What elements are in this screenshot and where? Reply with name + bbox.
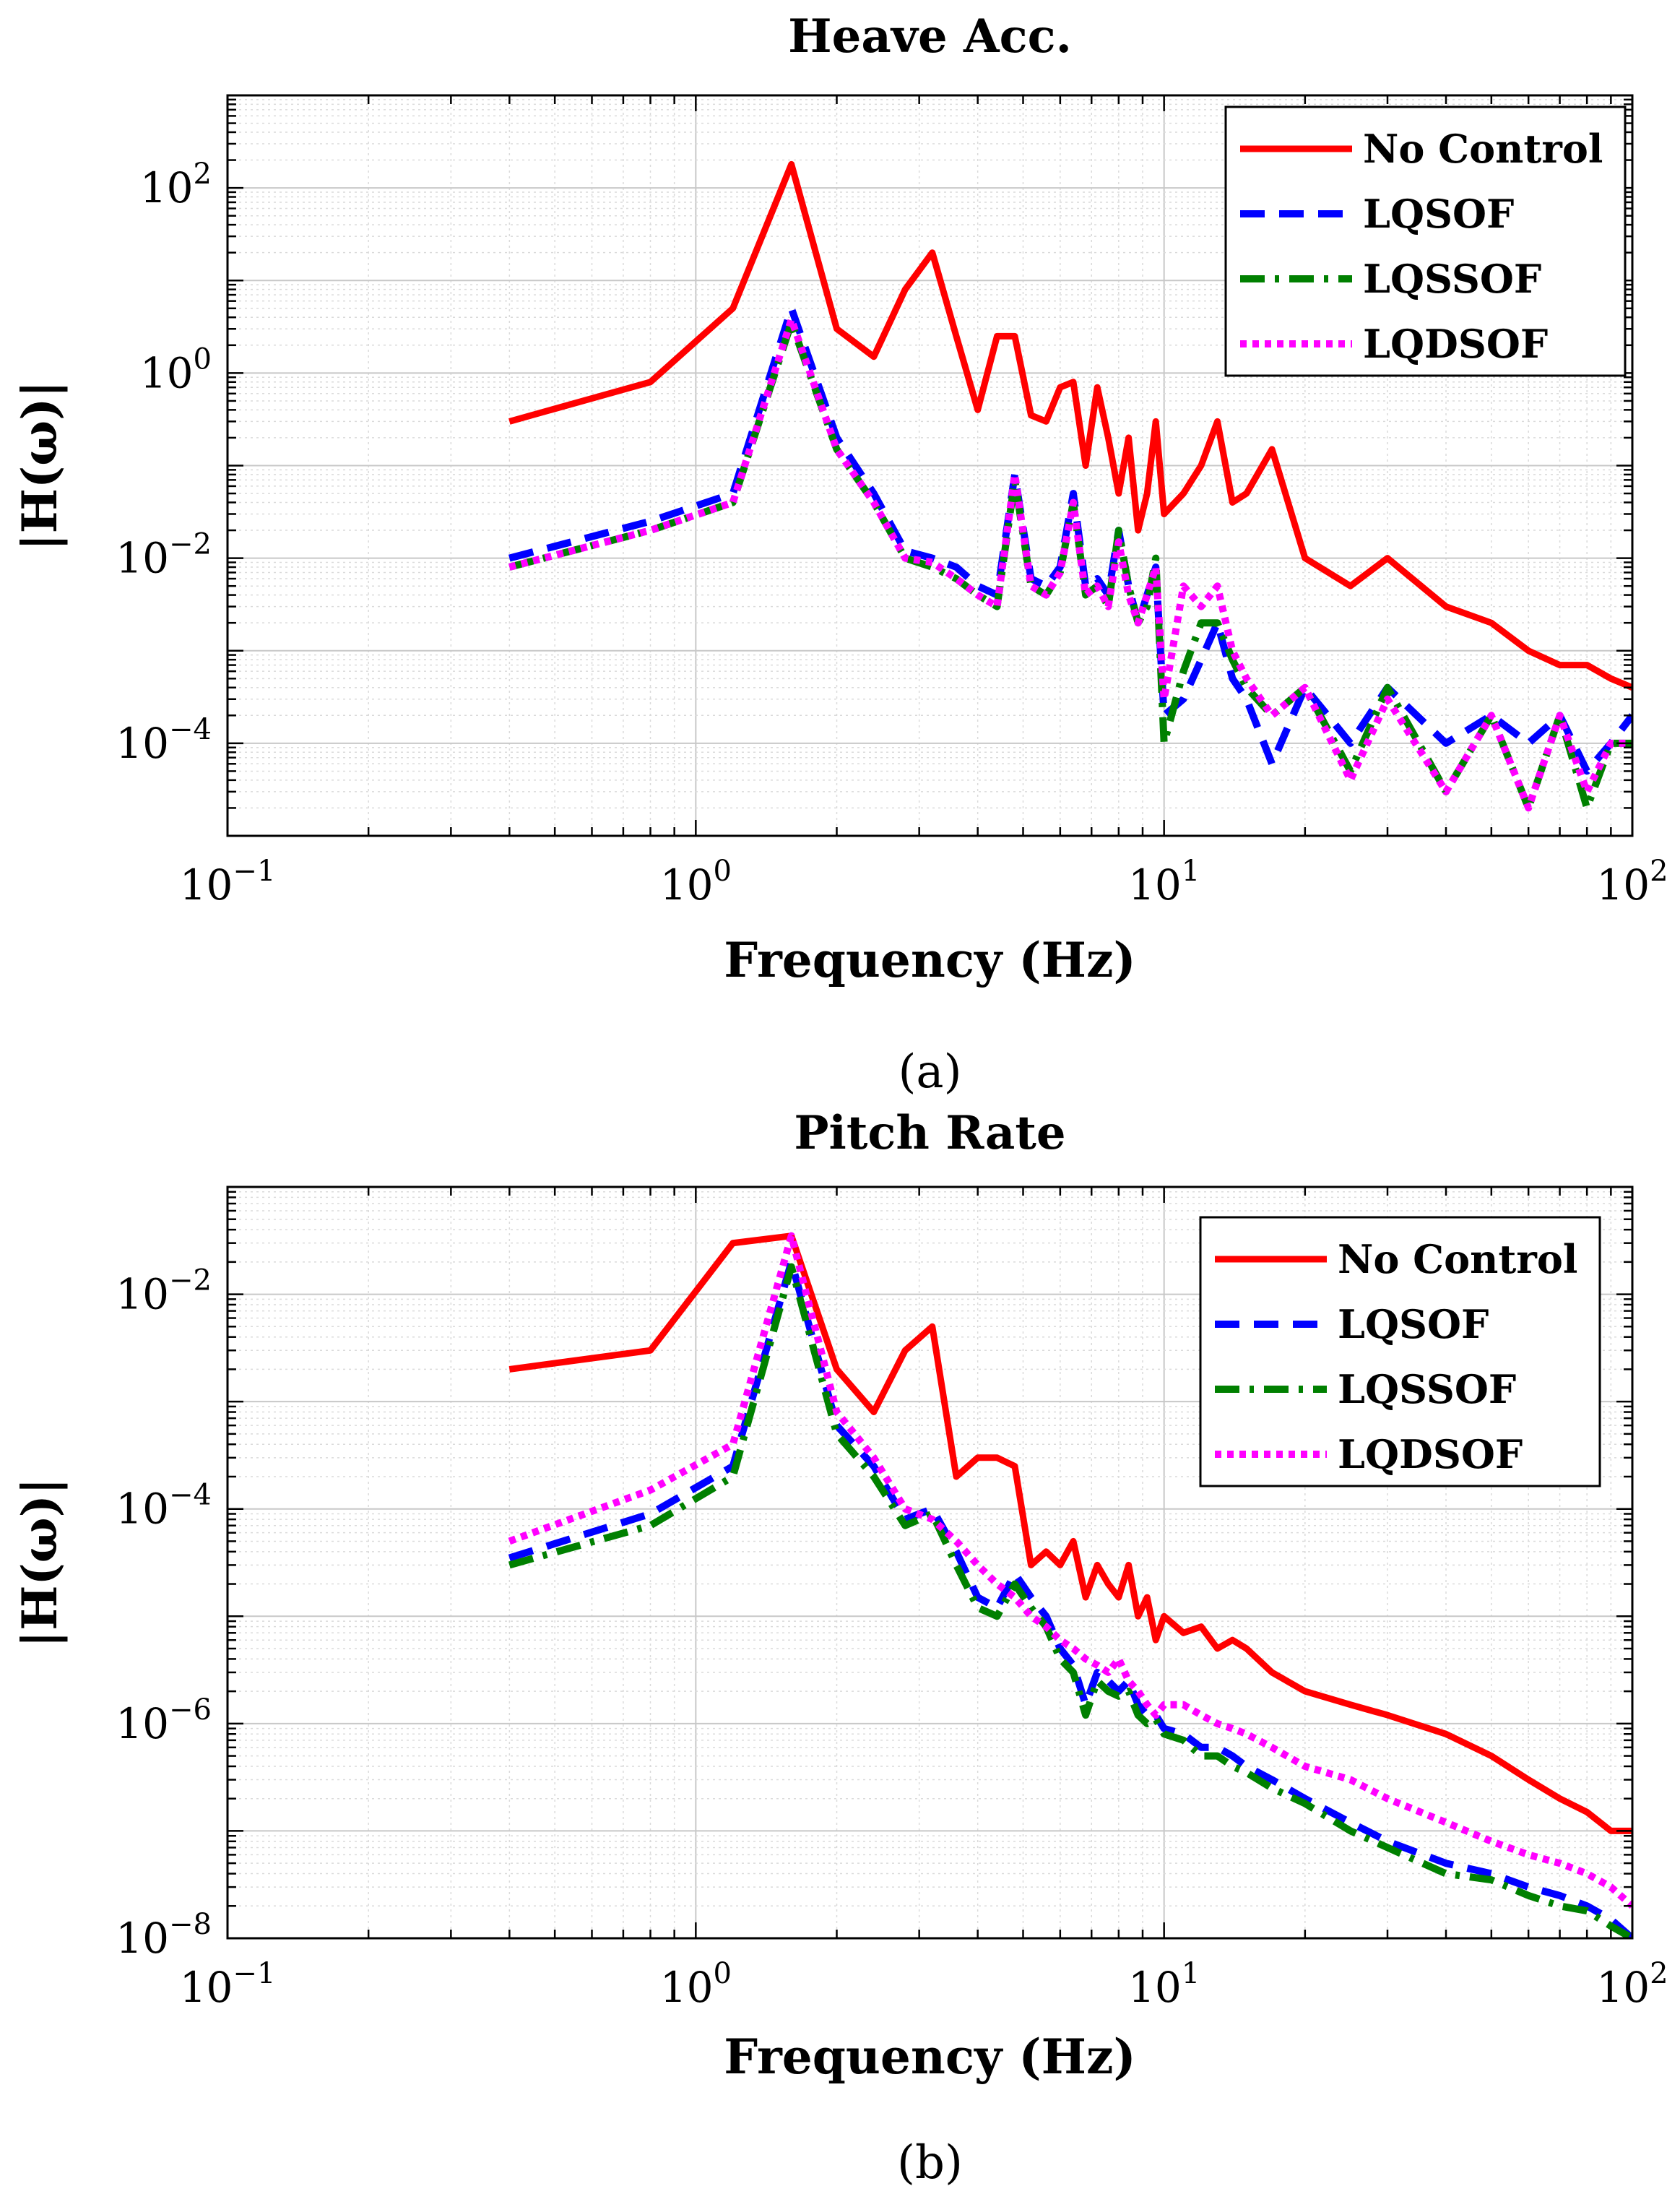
x-tick-label: 100: [660, 1957, 732, 2012]
ticks: [226, 1187, 1632, 1940]
y-tick-label: 10−4: [116, 713, 212, 768]
tick-base: 10: [116, 1270, 169, 1319]
tick-exponent: 1: [1182, 855, 1200, 888]
tick-base: 10: [1128, 860, 1182, 910]
series-line-lqssof: [508, 1263, 1632, 1938]
tick-exponent: −1: [233, 1957, 275, 1990]
tick-base: 10: [1128, 1963, 1182, 2012]
x-tick-label: 101: [1128, 1957, 1200, 2012]
y-tick-label: 10−4: [116, 1479, 212, 1534]
y-tick-label: 102: [140, 157, 212, 212]
legend: No Control LQSOF LQSSOF LQDSOF: [1199, 1216, 1601, 1487]
tick-base: 10: [116, 1699, 169, 1748]
tick-exponent: −2: [169, 528, 212, 561]
y-axis-label: |H(ω)|: [12, 1477, 68, 1648]
series-line-no-control: [508, 160, 1632, 691]
tick-exponent: 2: [1650, 855, 1668, 888]
tick-exponent: −1: [233, 855, 275, 888]
tick-exponent: −6: [169, 1693, 212, 1727]
tick-exponent: 2: [1650, 1957, 1668, 1990]
series-line-lqdsof: [508, 1232, 1632, 1909]
tick-exponent: −8: [169, 1908, 212, 1941]
legend-label-lqssof: LQSSOF: [1363, 256, 1541, 302]
tick-exponent: −4: [169, 1479, 212, 1512]
x-tick-label: 102: [1596, 1957, 1668, 2012]
tick-exponent: −2: [169, 1264, 212, 1297]
tick-base: 10: [660, 1963, 714, 2012]
y-tick-label: 100: [140, 342, 212, 397]
tick-exponent: 1: [1182, 1957, 1200, 1990]
legend-label-no-control: No Control: [1338, 1236, 1577, 1282]
tick-exponent: −4: [169, 713, 212, 746]
legend-label-lqdsof: LQDSOF: [1338, 1431, 1523, 1477]
tick-exponent: 0: [714, 855, 732, 888]
series-line-no-control: [508, 1232, 1632, 1834]
y-tick-label: 10−2: [116, 528, 212, 583]
legend-label-lqsof: LQSOF: [1338, 1301, 1489, 1347]
tick-base: 10: [180, 860, 233, 910]
legend-label-lqdsof: LQDSOF: [1363, 321, 1548, 367]
tick-base: 10: [1596, 1963, 1650, 2012]
series-group: [508, 1232, 1632, 1938]
y-tick-label: 10−6: [116, 1693, 212, 1748]
subfigure-label: (a): [898, 1045, 961, 1099]
tick-exponent: 0: [714, 1957, 732, 1990]
x-tick-label: 102: [1596, 855, 1668, 910]
tick-base: 10: [116, 534, 169, 583]
legend-label-lqssof: LQSSOF: [1338, 1366, 1516, 1412]
tick-base: 10: [116, 1914, 169, 1963]
y-axis-label: |H(ω)|: [12, 381, 68, 551]
legend-label-no-control: No Control: [1363, 126, 1603, 172]
tick-base: 10: [116, 719, 169, 768]
series-line-lqssof: [508, 319, 1632, 812]
legend-label-lqsof: LQSOF: [1363, 191, 1514, 237]
tick-exponent: 0: [194, 342, 212, 376]
y-tick-label: 10−8: [116, 1908, 212, 1963]
tick-base: 10: [1596, 860, 1650, 910]
x-axis-label: Frequency (Hz): [724, 2029, 1135, 2085]
series-line-lqsof: [508, 304, 1632, 775]
tick-exponent: 2: [194, 157, 212, 191]
axes-box: [226, 1185, 1634, 1940]
series-group: [508, 160, 1632, 812]
tick-base: 10: [116, 1485, 169, 1534]
subfigure-label: (b): [897, 2136, 963, 2190]
tick-base: 10: [660, 860, 714, 910]
tick-base: 10: [140, 348, 194, 397]
y-tick-label: 10−2: [116, 1264, 212, 1319]
x-tick-label: 101: [1128, 855, 1200, 910]
tick-base: 10: [180, 1963, 233, 2012]
series-line-lqdsof: [508, 316, 1632, 812]
legend: No Control LQSOF LQSSOF LQDSOF: [1224, 105, 1627, 377]
x-tick-label: 10−1: [180, 1957, 276, 2012]
tick-base: 10: [140, 163, 194, 212]
x-tick-label: 100: [660, 855, 732, 910]
x-tick-label: 10−1: [180, 855, 276, 910]
chart-title: Pitch Rate: [794, 1106, 1065, 1160]
x-axis-label: Frequency (Hz): [724, 932, 1135, 988]
chart-title: Heave Acc.: [788, 9, 1072, 64]
